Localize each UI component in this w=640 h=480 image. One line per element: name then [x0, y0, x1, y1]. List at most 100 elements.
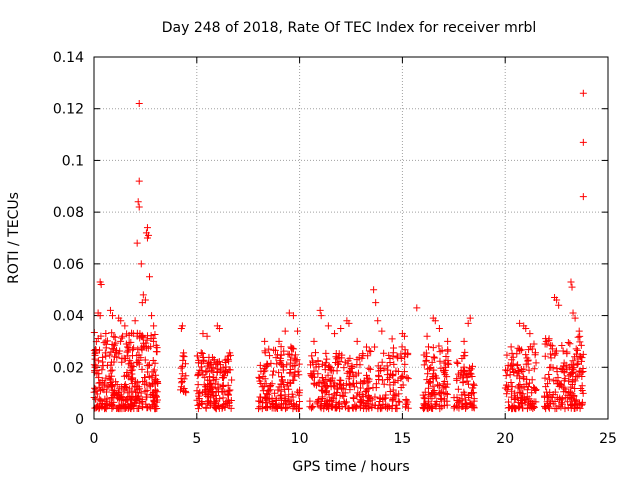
data-point: [296, 398, 304, 406]
data-point: [211, 380, 219, 388]
y-tick-label: 0: [75, 412, 84, 428]
data-point: [291, 368, 299, 376]
data-point: [117, 383, 125, 391]
data-point: [273, 351, 281, 359]
data-point: [202, 404, 210, 412]
data-point: [224, 391, 232, 399]
data-point: [547, 354, 555, 362]
data-point: [118, 358, 126, 366]
data-point: [349, 394, 357, 402]
data-point: [430, 387, 438, 394]
data-point: [401, 353, 409, 361]
data-point: [216, 395, 224, 403]
data-point: [320, 405, 328, 413]
data-point: [532, 359, 540, 367]
data-point: [123, 330, 131, 338]
data-point: [269, 371, 277, 379]
data-point: [308, 372, 316, 380]
data-point: [353, 337, 361, 345]
data-point: [365, 375, 373, 383]
data-point: [503, 367, 511, 375]
y-tick-label: 0.14: [53, 50, 84, 66]
data-point: [101, 349, 109, 357]
data-point: [462, 404, 470, 412]
data-point: [261, 337, 269, 345]
data-point: [565, 389, 573, 397]
data-point: [98, 385, 106, 393]
x-axis-label: GPS time / hours: [292, 459, 409, 475]
data-point: [547, 341, 555, 349]
data-point: [135, 203, 143, 211]
data-point: [520, 375, 528, 383]
data-point: [555, 301, 563, 309]
data-point: [291, 351, 299, 359]
data-point: [108, 366, 116, 374]
data-point: [143, 386, 151, 394]
data-point: [278, 361, 286, 369]
data-point: [97, 396, 105, 404]
data-point: [263, 404, 271, 412]
data-point: [502, 381, 510, 389]
data-point: [574, 355, 582, 363]
data-point: [401, 360, 409, 368]
data-point: [212, 405, 220, 413]
data-point: [99, 353, 107, 361]
data-point: [179, 387, 187, 395]
data-point: [553, 368, 561, 376]
data-point: [358, 399, 366, 407]
data-point: [542, 337, 550, 345]
data-point: [508, 405, 516, 413]
data-point: [341, 399, 349, 407]
data-point: [121, 380, 129, 388]
data-point: [386, 387, 394, 395]
data-point: [98, 366, 106, 374]
data-point: [102, 329, 110, 337]
data-point: [321, 361, 329, 369]
data-point: [336, 392, 344, 400]
data-point: [579, 89, 587, 97]
data-point: [427, 363, 435, 371]
data-point: [541, 352, 549, 360]
data-point: [436, 357, 444, 365]
data-point: [336, 376, 344, 384]
data-point: [348, 362, 356, 370]
data-point: [308, 352, 316, 360]
data-point: [365, 404, 373, 412]
data-point: [402, 396, 410, 404]
data-point: [328, 366, 336, 374]
data-point: [573, 346, 581, 354]
data-point: [356, 404, 364, 412]
data-point: [280, 347, 288, 355]
data-point: [100, 339, 108, 347]
data-point: [146, 361, 154, 369]
data-point: [121, 382, 129, 390]
data-point: [273, 360, 281, 368]
data-point: [120, 354, 128, 362]
data-point: [119, 400, 127, 408]
data-point: [259, 387, 267, 395]
data-point: [363, 385, 371, 393]
data-point: [289, 376, 297, 384]
data-point: [518, 367, 526, 375]
data-point: [368, 404, 376, 412]
data-point: [569, 309, 577, 317]
data-point: [399, 372, 407, 380]
data-point: [273, 403, 281, 411]
data-point: [318, 383, 326, 391]
data-point: [95, 379, 103, 387]
data-point: [143, 224, 151, 232]
data-point: [386, 381, 394, 389]
data-point: [142, 339, 150, 347]
data-point: [575, 327, 583, 335]
data-point: [461, 367, 469, 375]
data-point: [567, 361, 575, 369]
data-point: [324, 322, 332, 330]
data-point: [459, 379, 467, 387]
data-point: [450, 394, 458, 402]
data-point: [334, 385, 342, 393]
data-point: [443, 401, 451, 409]
data-point: [111, 333, 119, 341]
data-point: [91, 351, 99, 359]
data-point: [520, 394, 528, 402]
data-point: [338, 354, 346, 362]
